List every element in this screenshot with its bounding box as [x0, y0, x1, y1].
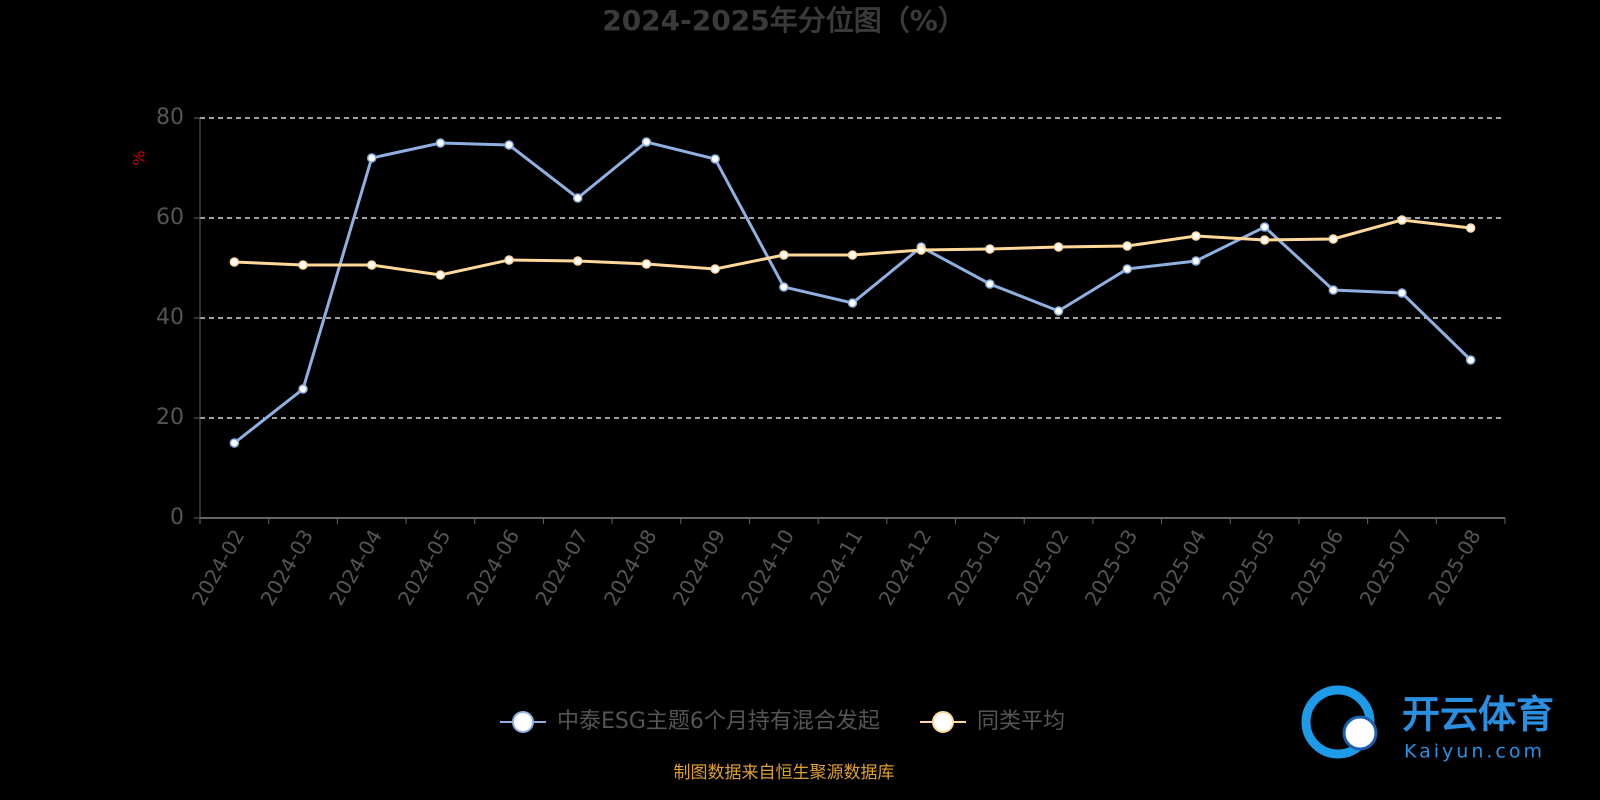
point	[1122, 241, 1132, 251]
legend-marker	[932, 711, 954, 733]
x-tick-label: 2024-05	[393, 525, 456, 609]
point	[1465, 223, 1476, 233]
point	[1053, 306, 1064, 316]
y-axis-label: %	[130, 150, 149, 165]
x-tick-label: 2025-01	[942, 525, 1005, 609]
y-tick-label: 60	[156, 205, 184, 230]
point	[573, 193, 583, 203]
x-tick-label: 2024-03	[256, 525, 319, 609]
point	[1259, 235, 1270, 245]
point	[298, 384, 308, 394]
point	[779, 250, 789, 260]
point	[366, 260, 377, 270]
point	[1191, 256, 1201, 266]
y-tick-label: 0	[170, 505, 184, 530]
legend-label: 同类平均	[977, 709, 1065, 734]
point	[710, 154, 720, 164]
point	[779, 282, 789, 292]
point	[916, 245, 926, 255]
point	[641, 259, 652, 269]
point	[435, 270, 446, 280]
x-tick-label: 2025-06	[1286, 525, 1349, 609]
point	[504, 255, 514, 265]
point	[1191, 231, 1201, 241]
y-tick-label: 20	[156, 405, 184, 430]
point	[504, 140, 514, 150]
point	[435, 138, 446, 148]
source-note: 制图数据来自恒生聚源数据库	[674, 763, 895, 783]
y-tick-label: 40	[156, 305, 184, 330]
x-tick-label: 2025-04	[1148, 525, 1211, 609]
x-tick-label: 2024-12	[874, 525, 937, 609]
chart-title: 2024-2025年分位图（%）	[602, 4, 966, 37]
y-tick-label: 80	[156, 105, 184, 130]
point	[298, 260, 308, 270]
x-tick-label: 2025-07	[1354, 525, 1417, 609]
x-tick-label: 2024-04	[324, 525, 387, 609]
x-tick-label: 2025-05	[1217, 525, 1280, 609]
watermark: 开云体育 Kaiyun.com	[1301, 685, 1554, 763]
x-tick-label: 2025-02	[1011, 525, 1074, 609]
point	[1259, 222, 1270, 232]
point	[1328, 285, 1339, 295]
point	[229, 257, 240, 267]
x-tick-label: 2024-09	[668, 525, 731, 609]
legend-marker	[512, 711, 534, 733]
x-tick-label: 2024-08	[599, 525, 662, 609]
point	[985, 244, 995, 254]
point	[573, 256, 583, 266]
x-tick-label: 2025-08	[1423, 525, 1486, 609]
brand-name: 开云体育	[1402, 693, 1554, 737]
point	[847, 298, 858, 308]
series-line	[233, 140, 1472, 445]
x-tick-label: 2024-10	[736, 525, 799, 609]
point	[1397, 215, 1407, 225]
point	[1465, 355, 1476, 365]
brand-site: Kaiyun.com	[1404, 741, 1545, 763]
point	[847, 250, 858, 260]
point	[1397, 288, 1407, 298]
point	[1328, 234, 1339, 244]
x-tick-label: 2024-02	[187, 525, 250, 609]
point	[366, 153, 377, 163]
legend-label: 中泰ESG主题6个月持有混合发起	[557, 709, 880, 734]
point	[985, 279, 995, 289]
x-tick-label: 2024-07	[530, 525, 593, 609]
point	[1122, 264, 1132, 274]
point	[229, 438, 240, 448]
point	[1053, 242, 1064, 252]
logo-ball	[1342, 715, 1378, 751]
point	[710, 264, 720, 274]
point	[641, 137, 652, 147]
x-tick-label: 2025-03	[1080, 525, 1143, 609]
x-tick-label: 2024-11	[805, 525, 868, 609]
x-tick-label: 2024-06	[462, 525, 525, 609]
